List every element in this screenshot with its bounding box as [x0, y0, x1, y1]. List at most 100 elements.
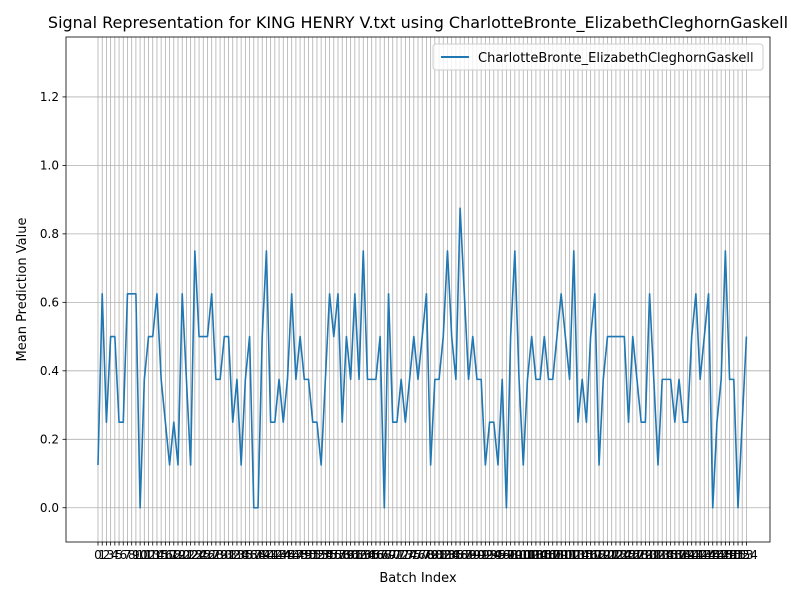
x-tick-label: 119 [588, 548, 611, 562]
x-tick-label: 57 [330, 548, 345, 562]
x-tick-label: 154 [735, 548, 758, 562]
x-tick-label: 118 [583, 548, 606, 562]
x-tick-label: 115 [571, 548, 594, 562]
x-tick-label: 46 [284, 548, 299, 562]
x-tick-label: 21 [179, 548, 194, 562]
x-tick-label: 104 [524, 548, 547, 562]
x-tick-label: 108 [541, 548, 564, 562]
x-tick-label: 93 [482, 548, 497, 562]
x-tick-label: 42 [267, 548, 282, 562]
x-tick-label: 79 [423, 548, 438, 562]
x-tick-label: 61 [347, 548, 362, 562]
x-tick-label: 110 [550, 548, 573, 562]
x-tick-label: 96 [495, 548, 510, 562]
x-tick-label: 75 [406, 548, 421, 562]
x-tick-label: 63 [356, 548, 371, 562]
x-tick-label: 16 [158, 548, 173, 562]
x-tick-label: 72 [394, 548, 409, 562]
x-tick-label: 71 [389, 548, 404, 562]
x-tick-label: 150 [718, 548, 741, 562]
x-tick-label: 25 [196, 548, 211, 562]
x-tick-label: 98 [503, 548, 518, 562]
x-tick-label: 66 [368, 548, 383, 562]
x-tick-label: 107 [537, 548, 560, 562]
x-tick-label: 101 [512, 548, 535, 562]
x-tick-label: 45 [280, 548, 295, 562]
x-tick-label: 35 [238, 548, 253, 562]
x-tick-label: 129 [630, 548, 653, 562]
x-tick-label: 138 [668, 548, 691, 562]
x-tick-label: 124 [609, 548, 632, 562]
x-tick-label: 64 [360, 548, 375, 562]
x-tick-label: 5 [115, 548, 123, 562]
x-tick-label: 19 [170, 548, 185, 562]
x-tick-label: 29 [212, 548, 227, 562]
x-tick-label: 94 [486, 548, 501, 562]
x-tick-label: 91 [474, 548, 489, 562]
x-tick-label: 39 [255, 548, 270, 562]
x-tick-label: 48 [292, 548, 307, 562]
x-tick-label: 113 [562, 548, 585, 562]
x-tick-label: 132 [642, 548, 665, 562]
x-tick-label: 140 [676, 548, 699, 562]
x-tick-label: 88 [461, 548, 476, 562]
x-tick-label: 68 [377, 548, 392, 562]
x-tick-label: 59 [339, 548, 354, 562]
series-layer [97, 207, 748, 509]
x-tick-label: 84 [444, 548, 459, 562]
x-tick-label: 97 [499, 548, 514, 562]
x-tick-label: 9 [132, 548, 140, 562]
y-axis-label: Mean Prediction Value [15, 218, 30, 362]
x-tick-label: 89 [465, 548, 480, 562]
x-tick-label: 80 [427, 548, 442, 562]
x-tick-label: 49 [297, 548, 312, 562]
x-tick-label: 56 [326, 548, 341, 562]
x-tick-label: 18 [166, 548, 181, 562]
x-tick-label: 131 [638, 548, 661, 562]
x-tick-label: 76 [410, 548, 425, 562]
x-tick-label: 14 [149, 548, 164, 562]
x-tick-label: 127 [621, 548, 644, 562]
x-tick-label: 111 [554, 548, 577, 562]
x-tick-label: 146 [701, 548, 724, 562]
x-tick-label: 87 [457, 548, 472, 562]
y-tick-label: 0.8 [40, 227, 59, 241]
x-tick-label: 31 [221, 548, 236, 562]
x-tick-label: 83 [440, 548, 455, 562]
x-tick-label: 53 [314, 548, 329, 562]
x-tick-label: 47 [288, 548, 303, 562]
legend: CharlotteBronte_ElizabethCleghornGaskell [432, 43, 764, 71]
x-tick-label: 125 [613, 548, 636, 562]
x-tick-label: 40 [259, 548, 274, 562]
x-tick-label: 85 [448, 548, 463, 562]
x-tick-label: 12 [141, 548, 156, 562]
x-tick-label: 139 [672, 548, 695, 562]
x-tick-label: 50 [301, 548, 316, 562]
x-tick-label: 153 [731, 548, 754, 562]
x-tick-label: 70 [385, 548, 400, 562]
x-tick-label: 77 [415, 548, 430, 562]
y-tick-label: 0.6 [40, 295, 59, 309]
x-tick-label: 33 [229, 548, 244, 562]
y-axis-ticks: 0.0 0.2 0.4 0.6 0.8 1.0 1.2 [40, 90, 66, 515]
x-tick-label: 1 [98, 548, 106, 562]
x-tick-label: 15 [154, 548, 169, 562]
x-tick-label: 51 [305, 548, 320, 562]
x-tick-label: 147 [705, 548, 728, 562]
x-tick-label: 126 [617, 548, 640, 562]
x-tick-label: 69 [381, 548, 396, 562]
legend-box [432, 43, 764, 71]
y-tick-label: 1.0 [40, 158, 59, 172]
x-tick-label: 54 [318, 548, 333, 562]
x-tick-label: 145 [697, 548, 720, 562]
x-tick-label: 100 [508, 548, 531, 562]
x-tick-label: 92 [478, 548, 493, 562]
x-tick-label: 74 [402, 548, 417, 562]
x-tick-label: 134 [651, 548, 674, 562]
x-tick-label: 86 [452, 548, 467, 562]
x-tick-label: 109 [545, 548, 568, 562]
y-tick-label: 0.0 [40, 501, 59, 515]
series-line [97, 207, 748, 509]
x-tick-label: 137 [663, 548, 686, 562]
x-tick-label: 117 [579, 548, 602, 562]
